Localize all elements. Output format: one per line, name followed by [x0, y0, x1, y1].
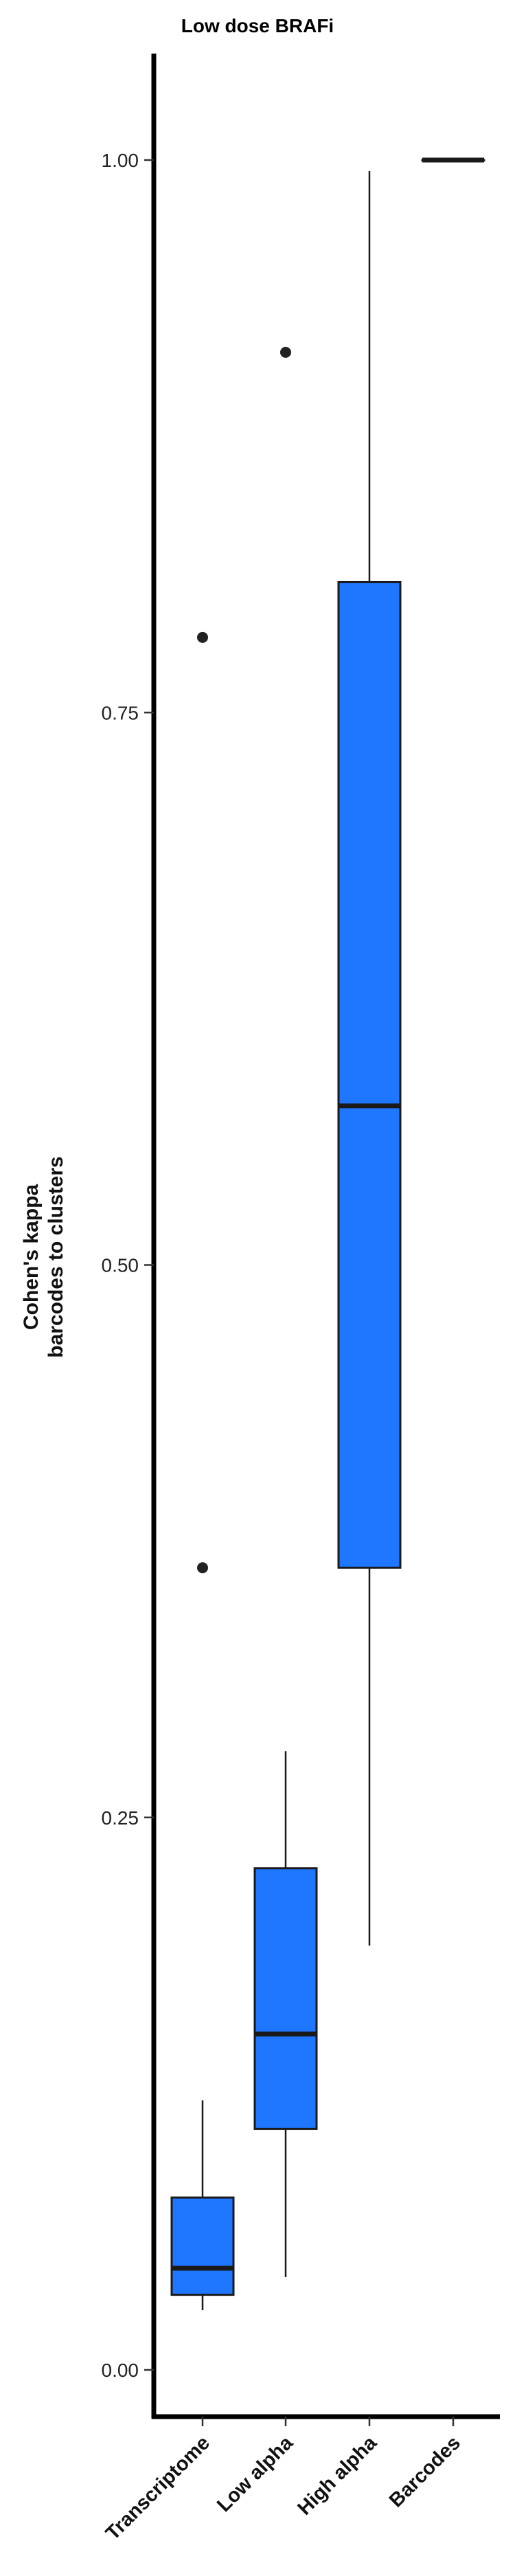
y-axis-label: Cohen's kappa barcodes to clusters — [20, 1156, 67, 1357]
outlier-point — [197, 631, 208, 643]
chart-title: Low dose BRAFi — [181, 15, 334, 36]
x-tick-label: High alpha — [294, 2432, 382, 2520]
y-axis-label-line-2: barcodes to clusters — [45, 1156, 67, 1357]
box-body — [170, 2196, 235, 2296]
y-tick-label: 0.75 — [102, 702, 139, 723]
outlier-point — [197, 1562, 208, 1574]
y-axis-label-line-1: Cohen's kappa — [20, 1184, 43, 1330]
x-tick-label: Transcriptome — [102, 2432, 214, 2544]
outlier-point — [280, 346, 291, 358]
y-tick-label: 0.50 — [102, 1255, 139, 1276]
box-body — [253, 1867, 318, 2130]
x-tick-label: Low alpha — [213, 2432, 298, 2517]
y-tick-label: 1.00 — [102, 150, 139, 171]
y-tick-label: 0.00 — [102, 2360, 139, 2381]
x-tick-label: Barcodes — [385, 2432, 465, 2511]
y-tick-label: 0.25 — [102, 1807, 139, 1829]
box-body — [337, 580, 402, 1569]
